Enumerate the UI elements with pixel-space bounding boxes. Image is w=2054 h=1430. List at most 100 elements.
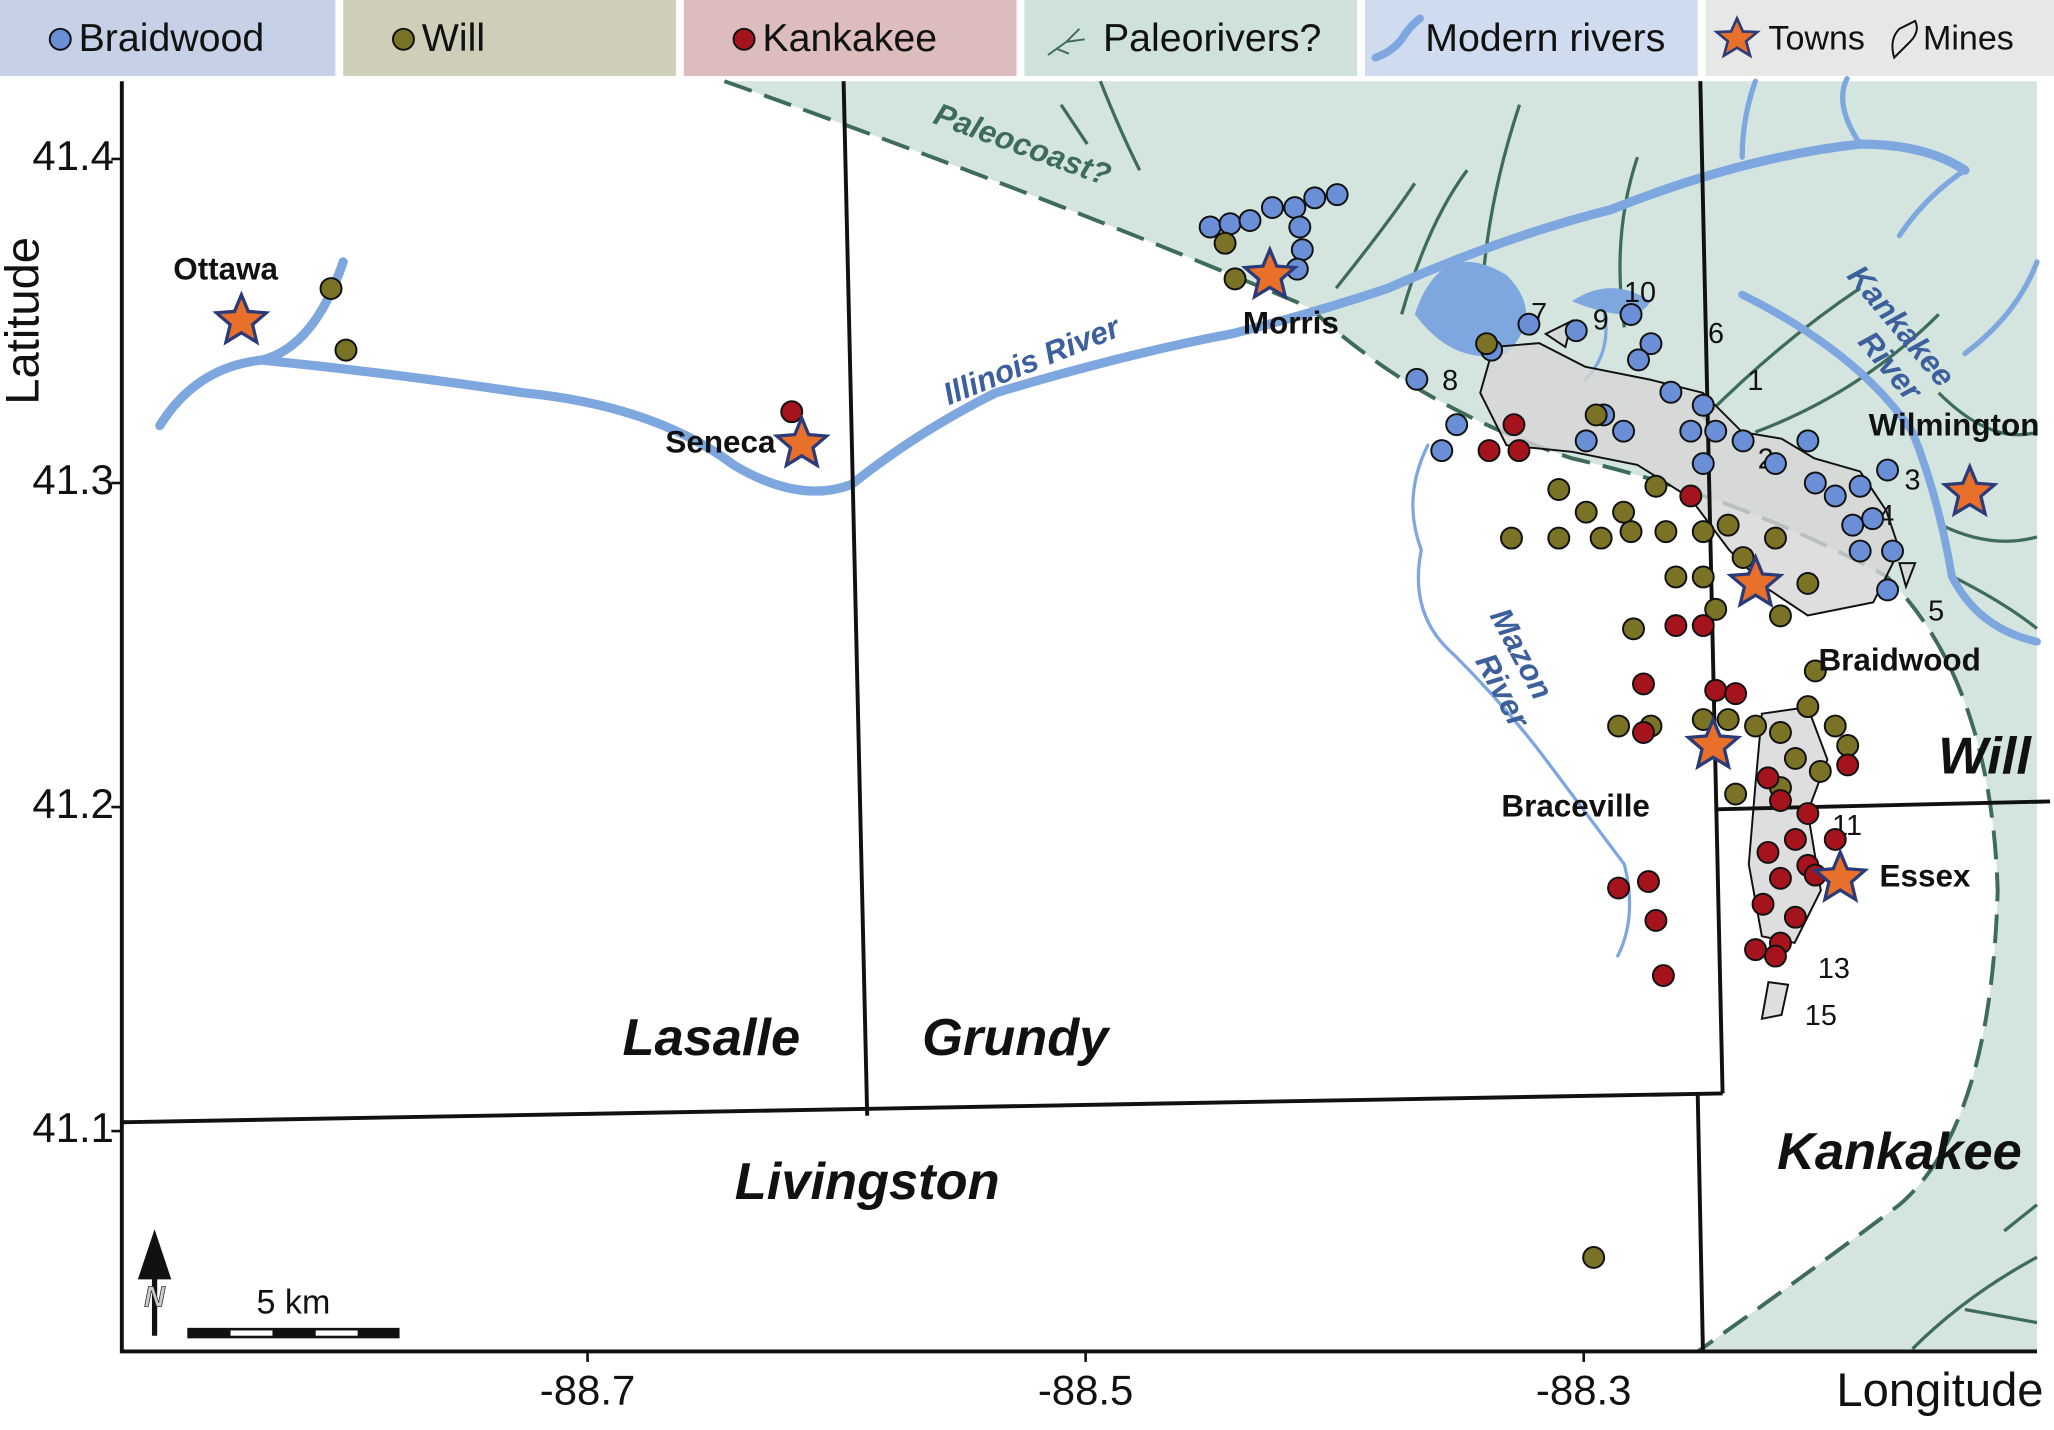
legend-box xyxy=(1705,0,2054,76)
sample-point xyxy=(1823,714,1847,738)
sample-point xyxy=(1768,866,1792,890)
sample-point xyxy=(1756,766,1780,790)
county-label: Lasalle xyxy=(622,1009,800,1067)
sample-point xyxy=(334,338,358,362)
town-label: Braceville xyxy=(1501,789,1650,824)
legend-label: Braidwood xyxy=(79,16,265,60)
sample-point xyxy=(1691,614,1715,638)
sample-point xyxy=(1848,539,1872,563)
sample-point xyxy=(1704,419,1728,443)
sample-point xyxy=(1582,1245,1606,1269)
sample-point xyxy=(1517,312,1541,336)
sample-point xyxy=(1764,452,1787,476)
y-tick-label: 41.1 xyxy=(32,1104,114,1151)
sample-point xyxy=(1836,734,1860,757)
legend-label: Modern rivers xyxy=(1425,16,1665,60)
sample-point xyxy=(1607,714,1631,738)
y-tick-label: 41.4 xyxy=(32,132,114,179)
town-marker xyxy=(212,290,271,346)
sample-point xyxy=(1803,471,1827,495)
county-label: Will xyxy=(1938,727,2032,785)
legend-label: Will xyxy=(422,16,485,60)
mine-label: 3 xyxy=(1905,465,1921,497)
sample-point xyxy=(1632,672,1655,696)
county-lines xyxy=(119,81,2051,1354)
sample-point xyxy=(1651,964,1675,988)
sample-point xyxy=(1619,520,1643,544)
legend-box xyxy=(1024,0,1358,76)
sample-point xyxy=(1783,746,1807,770)
x-axis-label: Longitude xyxy=(1836,1363,2043,1416)
sample-point xyxy=(1691,452,1715,476)
sample-point xyxy=(1477,439,1501,463)
sample-point xyxy=(1644,908,1668,932)
sample-point xyxy=(1637,870,1660,894)
sample-point xyxy=(1607,876,1631,900)
sample-point xyxy=(1589,526,1613,550)
sample-point xyxy=(1783,905,1807,929)
lake xyxy=(1414,261,1527,357)
town-marker xyxy=(1940,462,1999,518)
county-label: Livingston xyxy=(735,1153,1000,1211)
town-label: Ottawa xyxy=(173,252,278,287)
y-tick-label: 41.3 xyxy=(32,456,114,503)
sample-point xyxy=(1716,513,1740,537)
sample-point xyxy=(1213,231,1237,255)
sample-point xyxy=(1768,604,1792,628)
sample-point xyxy=(1796,802,1820,825)
sample-point xyxy=(1547,478,1571,501)
mines xyxy=(1479,318,1917,1021)
sample-point xyxy=(1691,393,1715,417)
sample-point xyxy=(1627,348,1650,372)
sample-point xyxy=(1564,319,1588,343)
sample-point xyxy=(1841,513,1865,537)
sample-point xyxy=(1744,714,1768,738)
sample-point xyxy=(1836,753,1860,777)
sample-point xyxy=(1260,196,1284,220)
sample-point xyxy=(1691,520,1715,544)
legend-mine-icon xyxy=(1891,19,1918,60)
sample-point xyxy=(1502,413,1526,437)
sample-point xyxy=(1664,565,1688,589)
sample-point xyxy=(1547,526,1571,550)
county-label: Grundy xyxy=(922,1009,1111,1067)
sample-point xyxy=(1238,209,1262,232)
sample-point xyxy=(319,277,343,301)
legend-label: Towns xyxy=(1768,20,1865,58)
sample-point xyxy=(1622,617,1645,641)
sample-point xyxy=(780,400,804,424)
sample-point xyxy=(1574,429,1598,453)
mine-label: 9 xyxy=(1593,305,1609,337)
mine-label: 15 xyxy=(1805,1000,1837,1032)
sample-point xyxy=(1716,708,1740,732)
sample-point xyxy=(1744,938,1768,962)
legend-box xyxy=(1364,0,1698,76)
town-marker xyxy=(1240,245,1299,301)
sample-point xyxy=(1632,721,1655,744)
sample-point xyxy=(1691,565,1715,589)
legend-swatch xyxy=(732,27,756,51)
legend-swatch xyxy=(392,27,415,51)
sample-point xyxy=(1751,892,1775,916)
sample-point xyxy=(1619,303,1643,326)
north-label: N xyxy=(144,1282,166,1314)
sample-point xyxy=(1445,413,1469,437)
scale-bar xyxy=(187,1327,400,1339)
x-tick-label: -88.5 xyxy=(1038,1366,1134,1413)
sample-point xyxy=(1731,546,1755,569)
sample-point xyxy=(1430,439,1454,463)
sample-point xyxy=(1288,215,1312,239)
legend-label: Mines xyxy=(1923,20,2014,58)
town-label: Morris xyxy=(1243,306,1339,341)
sample-point xyxy=(1475,332,1499,356)
sample-point xyxy=(1764,944,1787,968)
sample-point xyxy=(1783,827,1807,851)
mine-label: 8 xyxy=(1442,365,1458,397)
sample-point xyxy=(1223,267,1247,291)
legend-label: Kankakee xyxy=(762,16,937,60)
town-marker xyxy=(1684,715,1743,771)
sample-point xyxy=(1796,429,1820,453)
sample-point xyxy=(1876,578,1900,602)
